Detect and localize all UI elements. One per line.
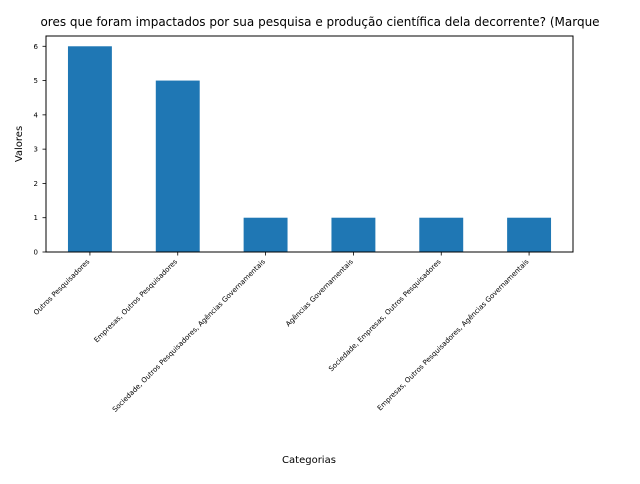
bar-1 bbox=[67, 46, 112, 253]
y-tick-label: 3 bbox=[34, 146, 38, 154]
x-tick-label: Empresas, Outros Pesquisadores, Agências… bbox=[376, 258, 531, 413]
y-tick-label: 5 bbox=[34, 77, 38, 85]
x-tick-label: Sociedade, Outros Pesquisadores, Agência… bbox=[111, 258, 267, 414]
bars-layer bbox=[67, 46, 552, 253]
bar-5 bbox=[419, 217, 464, 252]
y-tick-label: 0 bbox=[34, 249, 38, 257]
y-tick-label: 6 bbox=[34, 43, 39, 51]
bar-2 bbox=[155, 80, 200, 252]
bar-4 bbox=[331, 217, 376, 252]
x-axis-label: Categorias bbox=[282, 455, 336, 466]
x-tick-label: Outros Pesquisadores bbox=[32, 258, 91, 317]
x-axis: Outros Pesquisadores Empresas, Outros Pes… bbox=[32, 252, 531, 414]
y-tick-label: 2 bbox=[34, 180, 38, 188]
y-tick-label: 4 bbox=[34, 111, 39, 119]
chart-title: ores que foram impactados por sua pesqui… bbox=[40, 15, 599, 29]
y-axis: 0 1 2 3 4 5 6 bbox=[34, 43, 46, 257]
y-tick-label: 1 bbox=[34, 214, 38, 222]
y-axis-label: Valores bbox=[14, 126, 25, 162]
x-tick-label: Agências Governamentais bbox=[284, 258, 355, 329]
bar-3 bbox=[243, 217, 288, 252]
plot-frame bbox=[45, 35, 574, 253]
x-tick-label: Empresas, Outros Pesquisadores bbox=[93, 258, 180, 345]
bar-6 bbox=[507, 217, 552, 252]
